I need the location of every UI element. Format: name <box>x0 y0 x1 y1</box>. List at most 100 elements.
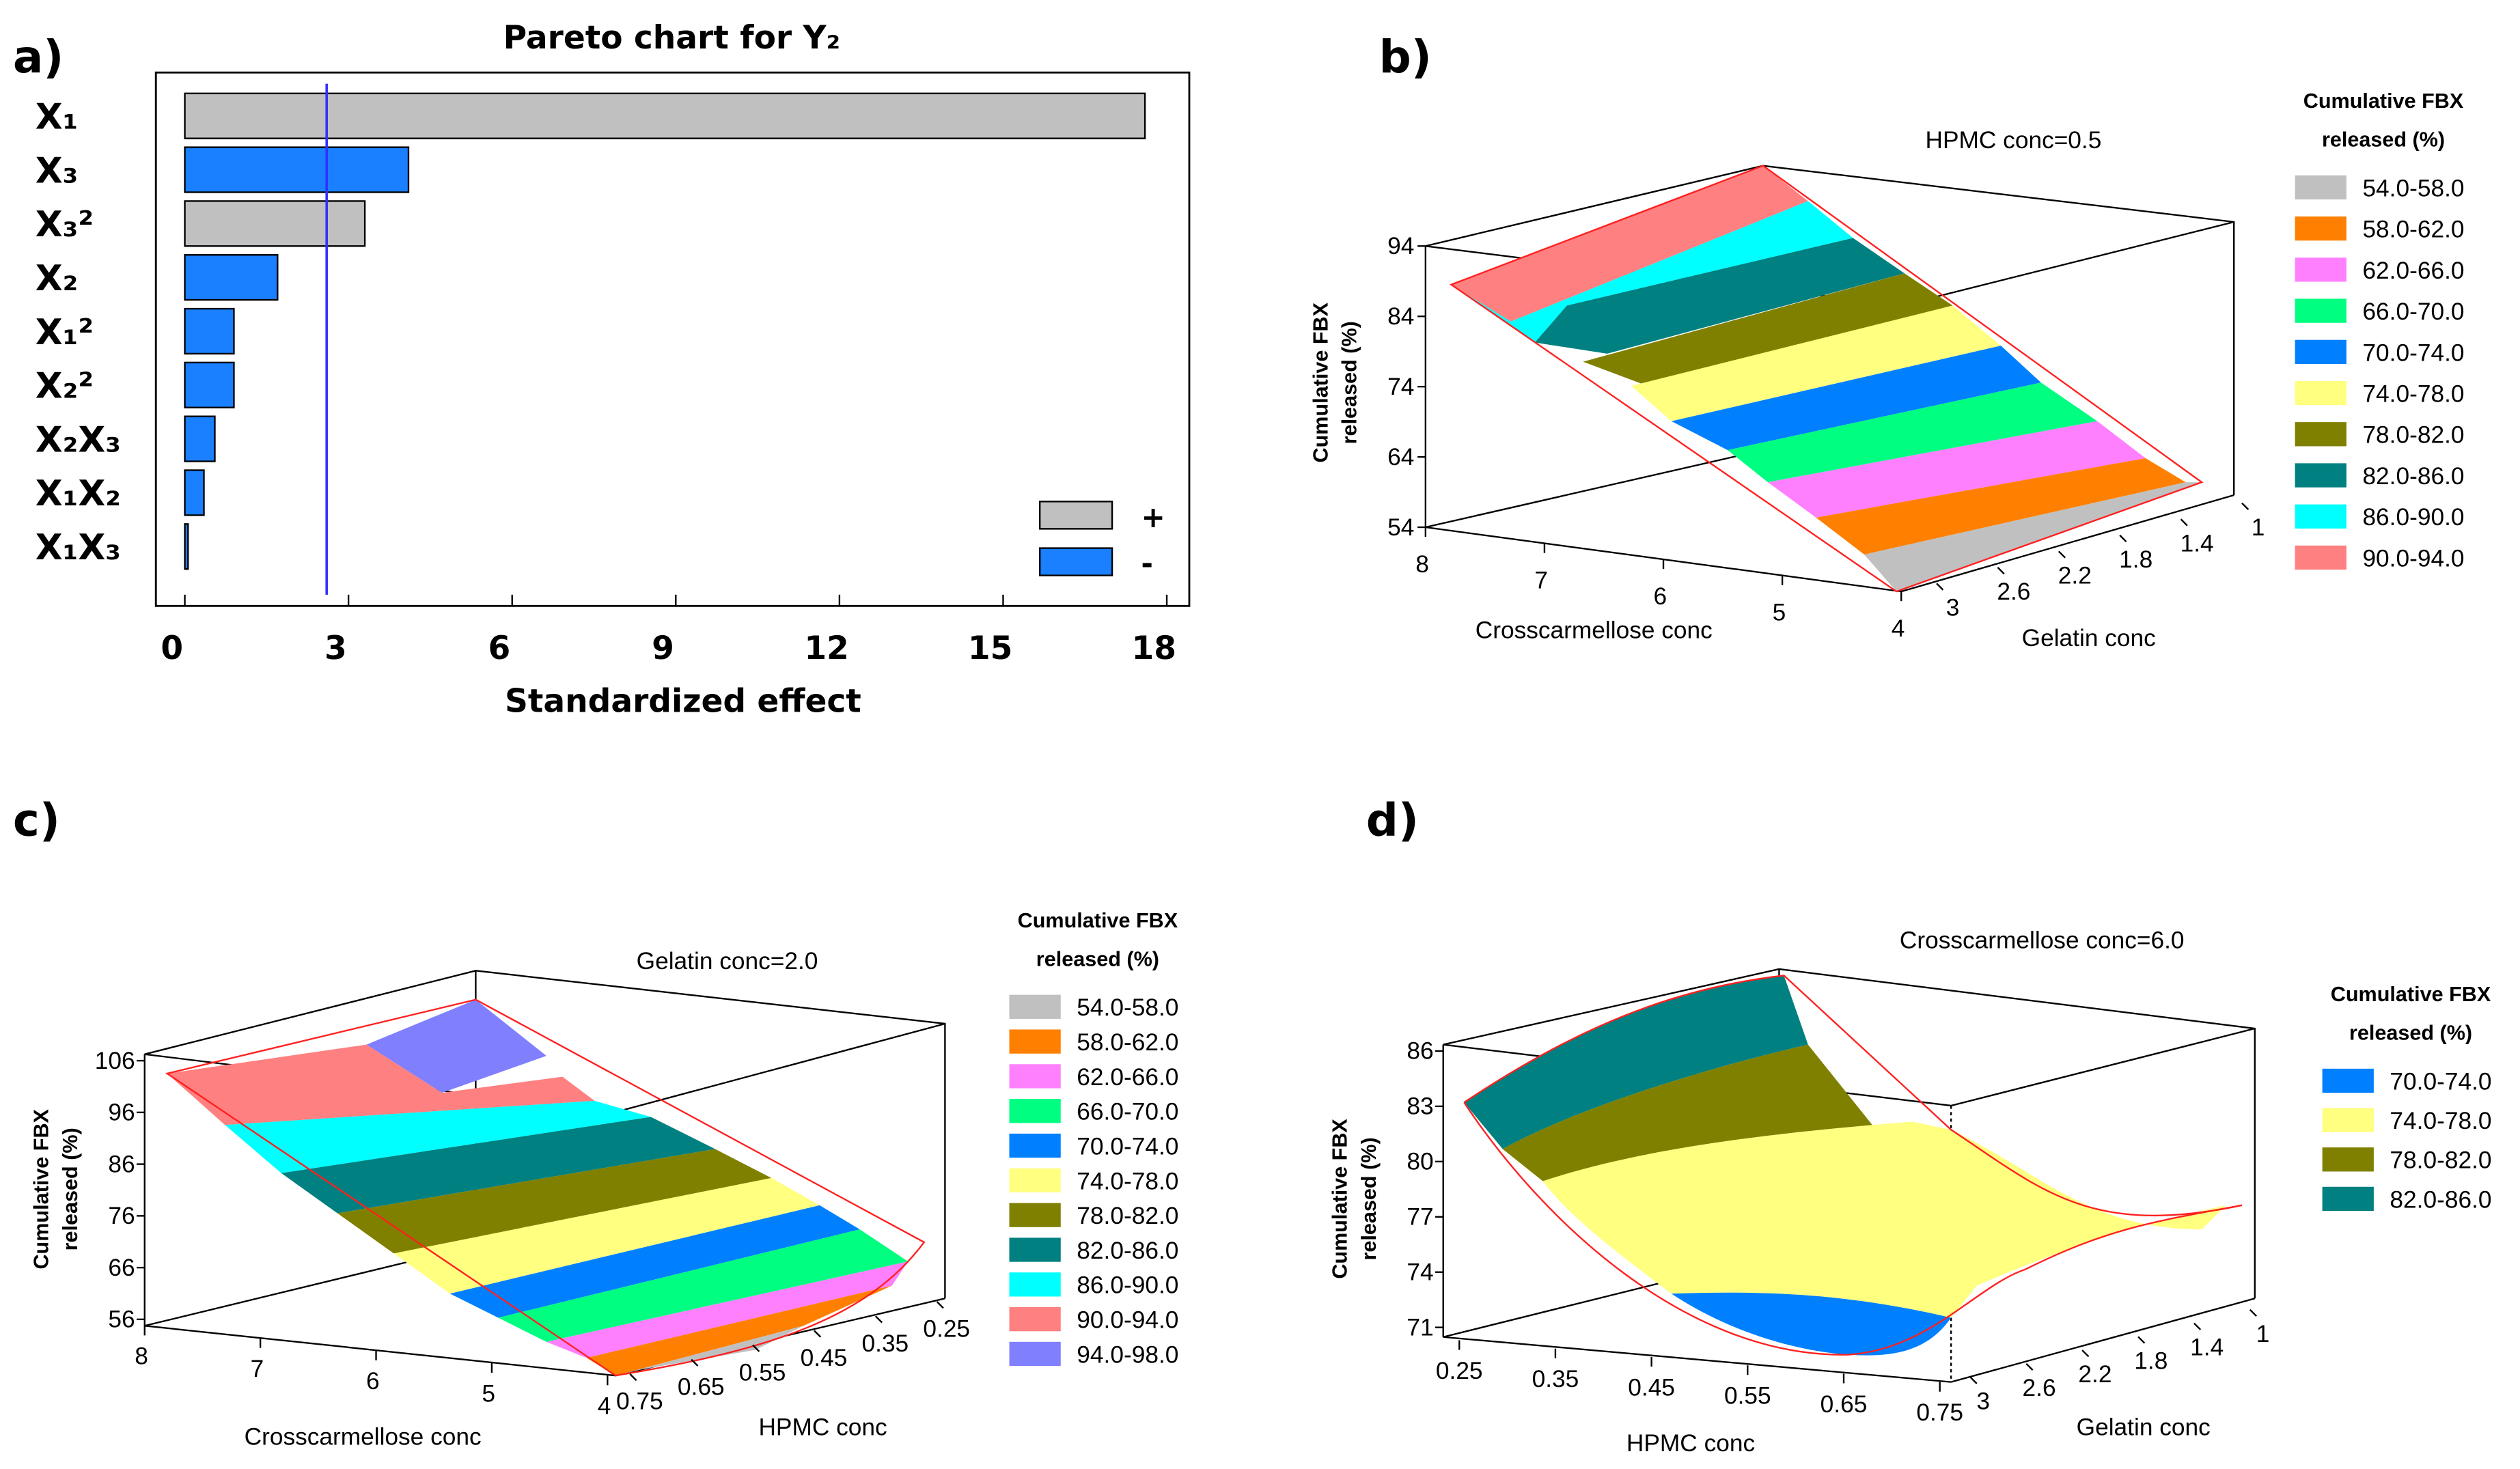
pareto-bar <box>184 415 216 462</box>
legend-label: 78.0-82.0 <box>2390 1147 2491 1174</box>
panel-b-band-62-66 <box>1767 421 2146 518</box>
panel-b-band-86-90 <box>1451 201 1853 343</box>
panel-c-x-tick-label: 8 <box>135 1343 148 1370</box>
legend-swatch <box>1009 1272 1061 1297</box>
panel-c-band-70-74 <box>449 1205 860 1318</box>
panel-c-band-62-66 <box>546 1261 909 1358</box>
panel-c-band-78-82 <box>337 1149 772 1254</box>
panel-c-label: c) <box>13 794 60 847</box>
panel-c-surface-edge <box>165 998 926 1377</box>
panel-c-y-tick-label: 0.65 <box>678 1373 725 1400</box>
panel-c-x-tick-label: 4 <box>598 1393 611 1420</box>
panel-c-band-86-90 <box>225 1100 651 1173</box>
panel-b-x-label: Crosscarmellose conc <box>1476 617 1713 643</box>
legend-label: 62.0-66.0 <box>2362 257 2464 284</box>
panel-c-z-ticks: 56 66 76 86 96 106 <box>95 1048 145 1333</box>
panel-c-y-tick-label: 0.75 <box>616 1388 663 1415</box>
legend-label: 58.0-62.0 <box>2362 216 2464 243</box>
legend-swatch <box>2295 422 2346 447</box>
panel-d-label: d) <box>1366 794 1419 847</box>
legend-swatch <box>1009 1237 1061 1262</box>
panel-c-z-tick-label: 106 <box>95 1048 135 1074</box>
panel-c-y-tick <box>814 1330 822 1338</box>
panel-d-y-label: Gelatin conc <box>2077 1414 2211 1440</box>
panel-c-y-tick-label: 0.25 <box>923 1316 970 1343</box>
panel-b-y-tick <box>2058 550 2066 559</box>
legend-label: 54.0-58.0 <box>1077 994 1178 1021</box>
panel-b-surface <box>1449 165 2204 593</box>
panel-d-x-tick-label: 0.65 <box>1820 1391 1868 1418</box>
panel-c-y-tick <box>874 1315 883 1324</box>
panel-c-y-tick-label: 0.55 <box>739 1359 786 1386</box>
pareto-legend-pos-swatch <box>1039 501 1113 530</box>
legend-swatch <box>1009 1306 1061 1332</box>
panel-d-z-tick-label: 74 <box>1407 1259 1433 1285</box>
panel-b-y-tick-label: 1 <box>2252 514 2265 541</box>
panel-c-y-tick <box>629 1373 637 1382</box>
pareto-category-label: X₂² <box>36 366 94 407</box>
pareto-category-label: X₃ <box>36 150 79 191</box>
panel-a-label: a) <box>13 31 64 83</box>
legend-swatch <box>2322 1186 2374 1212</box>
legend-label: 70.0-74.0 <box>2362 339 2464 366</box>
panel-c-band-54-58 <box>615 1326 804 1376</box>
panel-b-x-tick-label: 6 <box>1654 583 1667 610</box>
legend-label: 70.0-74.0 <box>2390 1068 2491 1095</box>
panel-c-z-tick-label: 96 <box>108 1100 135 1126</box>
legend-swatch <box>2322 1147 2374 1172</box>
panel-d-legend: Cumulative FBX released (%) 70.0-74.0 74.0-… <box>2322 983 2492 1213</box>
panel-b-band-58-62 <box>1816 458 2186 555</box>
panel-c-y-tick <box>752 1344 760 1352</box>
pareto-x-tick-label: 0 <box>161 630 183 667</box>
panel-b-band-70-74 <box>1671 346 2041 451</box>
panel-b-band-78-82 <box>1583 273 1953 386</box>
panel-b-band-82-86 <box>1534 238 1905 354</box>
legend-label: 90.0-94.0 <box>2362 545 2464 572</box>
legend-swatch <box>2295 298 2346 323</box>
legend-swatch <box>1009 1341 1061 1367</box>
legend-label: 66.0-70.0 <box>2362 298 2464 325</box>
legend-label: 70.0-74.0 <box>1077 1133 1178 1160</box>
panel-c-x-tick-label: 6 <box>366 1368 380 1395</box>
panel-d-y-tick-label: 1.8 <box>2134 1347 2168 1374</box>
panel-b-x-tick-label: 8 <box>1415 551 1429 578</box>
panel-c-z-tick-label: 56 <box>108 1306 135 1333</box>
panel-b-z-tick-label: 54 <box>1387 514 1414 541</box>
pareto-frame <box>154 71 1191 607</box>
legend-title-1: Cumulative FBX <box>1018 909 1178 932</box>
panel-d-y-tick-label: 2.2 <box>2078 1361 2111 1388</box>
pareto-bar <box>184 523 189 570</box>
panel-b-x-ticks: 8 7 6 5 4 <box>1415 527 1905 642</box>
pareto-x-label: Standardized effect <box>505 683 861 720</box>
pareto-bar <box>184 469 205 516</box>
panel-c-z-tick-label: 66 <box>108 1255 135 1281</box>
panel-c-legend: Cumulative FBX released (%) 54.0-58.0 58.0-… <box>1009 909 1178 1368</box>
panel-c-y-ticks: 0.75 0.65 0.55 0.45 0.35 0.25 <box>616 1301 970 1415</box>
legend-label: 82.0-86.0 <box>1077 1237 1178 1264</box>
legend-label: 82.0-86.0 <box>2362 463 2464 490</box>
panel-d-x-ticks: 0.25 0.35 0.45 0.55 0.65 0.75 <box>1436 1340 1963 1426</box>
pareto-category-label: X₁ <box>36 97 79 138</box>
legend-label: 54.0-58.0 <box>2362 175 2464 201</box>
panel-b-y-tick-label: 2.6 <box>1997 578 2030 605</box>
panel-d-band-74-78 <box>1542 1121 2226 1318</box>
panel-d-z-tick-label: 86 <box>1407 1038 1433 1065</box>
panel-a: a) Pareto chart for Y₂ X₁X₃X₃²X₂X₁²X₂²X₂… <box>13 19 1191 720</box>
panel-d-x-tick-label: 0.55 <box>1724 1383 1771 1410</box>
panel-b-x-tick-label: 5 <box>1773 599 1786 626</box>
pareto-x-tick-label: 9 <box>652 630 674 667</box>
pareto-bar <box>184 146 410 193</box>
legend-swatch <box>2322 1108 2374 1132</box>
pareto-x-tick-label: 15 <box>968 630 1012 667</box>
panel-c-y-tick <box>691 1358 699 1367</box>
panel-d-band-82-86 <box>1464 975 1808 1149</box>
legend-swatch <box>2295 380 2346 406</box>
panel-c-z-label-1: Cumulative FBX <box>30 1108 53 1269</box>
panel-b-z-ticks: 54 64 74 84 94 <box>1387 233 1426 541</box>
legend-label: 58.0-62.0 <box>1077 1029 1178 1056</box>
panel-b-z-label-2: released (%) <box>1338 321 1361 444</box>
legend-label: 82.0-86.0 <box>2390 1186 2491 1213</box>
pareto-bars <box>184 92 1146 570</box>
